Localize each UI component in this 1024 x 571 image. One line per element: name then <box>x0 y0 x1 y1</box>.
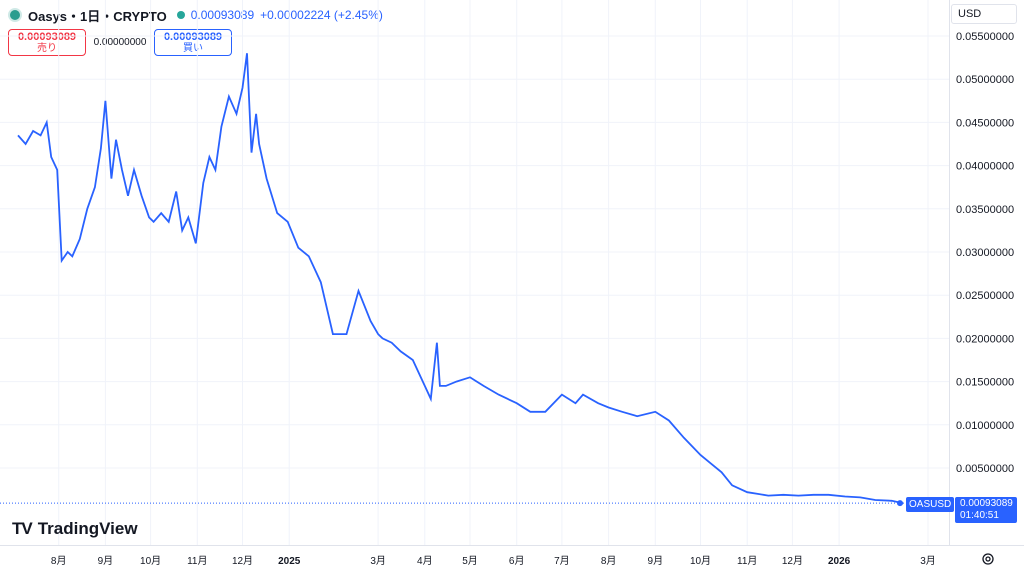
x-axis: 8月 9月 10月 11月 12月 2025 3月 4月 5月 6月 7月 8月 9月 10月 11月 12月… <box>51 555 936 567</box>
symbol-price-label: OASUSD <box>906 497 955 512</box>
x-tick-label: 5月 <box>462 555 478 567</box>
chart-grid <box>0 0 949 545</box>
symbol-title[interactable]: Oasys・1日・CRYPTO <box>28 8 167 24</box>
x-tick-label: 10月 <box>690 555 711 567</box>
x-tick-label: 8月 <box>601 555 617 567</box>
y-tick-label: 0.02000000 <box>956 333 1014 345</box>
currency-selector[interactable]: USD <box>951 4 1017 24</box>
tradingview-mark-icon: TV <box>12 519 33 538</box>
y-axis: 0.05500000 0.05000000 0.04500000 0.04000000… <box>956 31 1014 475</box>
y-tick-label: 0.00500000 <box>956 463 1014 475</box>
x-tick-label: 2026 <box>828 556 851 567</box>
trade-buttons: 0.00093089 売り 0.00000000 0.00093089 買い <box>8 29 232 56</box>
sell-price: 0.00093089 <box>17 31 77 43</box>
y-tick-label: 0.01500000 <box>956 377 1014 389</box>
sell-button[interactable]: 0.00093089 売り <box>8 29 86 56</box>
settings-gear-icon[interactable] <box>981 552 995 566</box>
y-tick-label: 0.04000000 <box>956 161 1014 173</box>
x-tick-label: 11月 <box>737 555 757 567</box>
candle-countdown: 01:40:51 <box>960 510 999 521</box>
x-tick-label: 12月 <box>232 555 253 567</box>
y-tick-label: 0.04500000 <box>956 117 1014 129</box>
last-price-dot <box>897 500 903 507</box>
x-tick-label: 3月 <box>920 555 936 567</box>
buy-label: 買い <box>183 43 203 54</box>
x-tick-label: 12月 <box>782 555 803 567</box>
last-price-label: 0.00093089 01:40:51 <box>955 497 1017 523</box>
x-tick-label: 10月 <box>140 555 161 567</box>
x-tick-label: 2025 <box>278 556 301 567</box>
price-axis-divider <box>949 0 950 545</box>
x-tick-label: 7月 <box>554 555 570 567</box>
sell-label: 売り <box>37 43 57 54</box>
x-tick-label: 11月 <box>187 555 207 567</box>
y-tick-label: 0.02500000 <box>956 290 1014 302</box>
tradingview-name: TradingView <box>37 519 138 538</box>
y-tick-label: 0.01000000 <box>956 420 1014 432</box>
x-tick-label: 9月 <box>648 555 664 567</box>
x-tick-label: 4月 <box>417 555 433 567</box>
x-tick-label: 8月 <box>51 555 67 567</box>
tradingview-logo[interactable]: TV TradingView <box>12 519 138 539</box>
buy-price: 0.00093089 <box>163 31 223 43</box>
y-tick-label: 0.05500000 <box>956 31 1014 43</box>
y-tick-label: 0.05000000 <box>956 74 1014 86</box>
buy-button[interactable]: 0.00093089 買い <box>154 29 232 56</box>
market-status-icon <box>176 11 185 19</box>
spread-value: 0.00000000 <box>93 37 147 48</box>
chart-header: Oasys・1日・CRYPTO 0.00093089 +0.00002224 (… <box>8 6 383 24</box>
oasys-logo-icon <box>8 8 22 22</box>
x-tick-label: 9月 <box>98 555 114 567</box>
time-axis-divider <box>0 545 1024 546</box>
y-tick-label: 0.03000000 <box>956 247 1014 259</box>
header-change: +0.00002224 (+2.45%) <box>260 8 383 22</box>
last-price-value: 0.00093089 <box>960 498 1013 509</box>
y-tick-label: 0.03500000 <box>956 204 1014 216</box>
x-tick-label: 3月 <box>370 555 386 567</box>
header-price: 0.00093089 <box>190 8 255 22</box>
x-tick-label: 6月 <box>509 555 525 567</box>
price-line <box>17 53 904 505</box>
